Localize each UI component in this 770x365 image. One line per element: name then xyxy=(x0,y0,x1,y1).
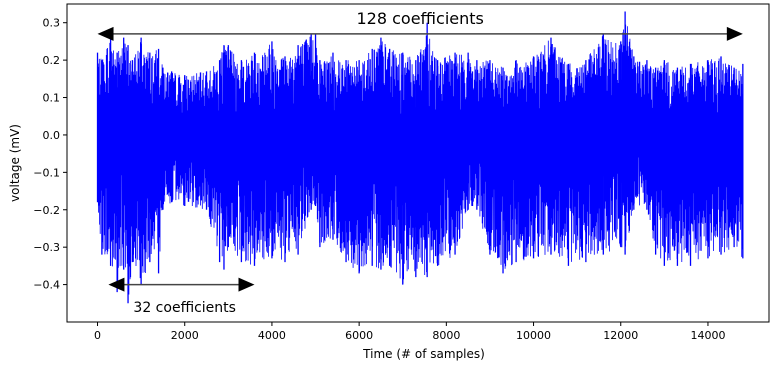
plot-area xyxy=(96,11,744,304)
x-axis-label: Time (# of samples) xyxy=(362,347,485,361)
y-tick-label: 0.3 xyxy=(43,17,61,30)
arrow-left-icon xyxy=(108,277,125,292)
y-tick-label: −0.3 xyxy=(33,241,60,254)
annotation-32-coefficients: 32 coefficients xyxy=(108,277,255,316)
x-tick-label: 14000 xyxy=(690,329,725,342)
plot-frame xyxy=(66,3,770,323)
x-tick-label: 4000 xyxy=(258,329,286,342)
y-tick-label: −0.2 xyxy=(33,204,60,217)
annotation-label: 32 coefficients xyxy=(133,300,236,316)
axes: 0 2000 4000 6000 8000 10000 12000 14000 −0.4 −0.3… xyxy=(33,17,725,342)
signal-line xyxy=(97,24,744,295)
y-axis-label: voltage (mV) xyxy=(8,124,22,202)
x-tick-label: 12000 xyxy=(603,329,638,342)
annotations: 128 coefficients 32 coefficients xyxy=(97,9,743,316)
y-tick-label: 0.0 xyxy=(43,129,61,142)
x-tick-label: 10000 xyxy=(516,329,551,342)
annotation-128-coefficients: 128 coefficients xyxy=(97,9,743,41)
x-tick-label: 2000 xyxy=(171,329,199,342)
arrow-right-icon xyxy=(726,26,743,41)
x-tick-label: 0 xyxy=(94,329,101,342)
arrow-left-icon xyxy=(97,26,114,41)
x-tick-label: 8000 xyxy=(432,329,460,342)
y-tick-label: −0.4 xyxy=(33,279,60,292)
annotation-label: 128 coefficients xyxy=(357,9,484,28)
y-tick-label: 0.2 xyxy=(43,54,61,67)
y-tick-label: 0.1 xyxy=(43,92,61,105)
arrow-right-icon xyxy=(238,277,255,292)
y-tick-label: −0.1 xyxy=(33,166,60,179)
x-tick-label: 6000 xyxy=(345,329,373,342)
